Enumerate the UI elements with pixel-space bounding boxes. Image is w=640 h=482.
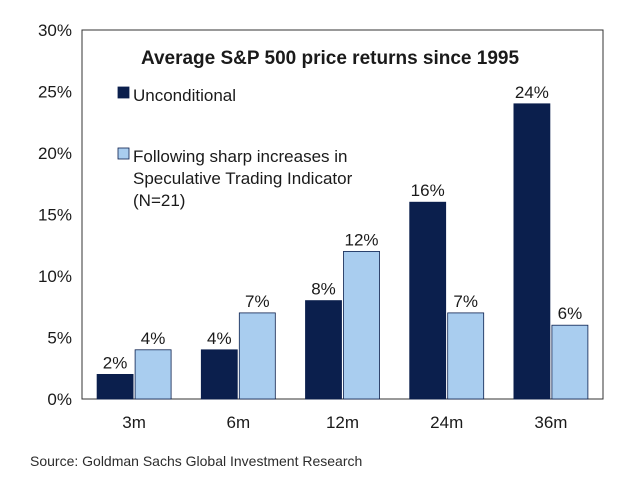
bar-following-increase [238,312,276,400]
y-axis: 0% 5% 10% 15% 20% 25% 30% [38,21,72,409]
y-tick-label: 10% [38,267,72,286]
y-tick-label: 5% [47,329,72,348]
legend-label: Following sharp increases in [133,147,348,166]
bar-following-increase [343,250,380,400]
data-label: 16% [411,181,445,200]
y-tick-label: 0% [47,390,72,409]
bar-unconditional [513,103,551,400]
source-note: Source: Goldman Sachs Global Investment … [30,453,363,469]
data-label: 12% [344,230,378,249]
y-tick-label: 15% [38,206,72,225]
bar-unconditional [200,349,238,400]
bar-unconditional [409,201,447,400]
data-label: 7% [453,292,478,311]
legend: Unconditional Following sharp increases i… [117,86,353,210]
x-tick-label: 6m [226,413,250,432]
bar-unconditional [96,373,134,400]
bar-following-increase [134,349,172,400]
y-tick-label: 30% [38,21,72,40]
x-tick-label: 12m [326,413,359,432]
x-tick-label: 36m [534,413,567,432]
legend-swatch-unconditional [117,86,130,99]
legend-label: (N=21) [133,191,185,210]
data-label: 4% [141,329,166,348]
y-tick-label: 20% [38,144,72,163]
bars: 2% 4% 4% 7% 8% 12% 16% 7% 24% 6% [96,83,589,400]
x-axis: 3m 6m 12m 24m 36m [122,413,567,432]
data-label: 8% [311,280,336,299]
x-tick-label: 24m [430,413,463,432]
data-label: 4% [207,329,232,348]
legend-swatch-following-increase [117,147,130,160]
legend-label: Speculative Trading Indicator [133,169,353,188]
plot-area-frame [81,29,604,400]
bar-unconditional [305,300,342,400]
x-tick-label: 3m [122,413,146,432]
data-label: 6% [558,304,583,323]
bar-following-increase [551,324,589,400]
data-label: 24% [515,83,549,102]
data-label: 7% [245,292,270,311]
legend-label: Unconditional [133,86,236,105]
data-label: 2% [103,353,128,372]
chart-title: Average S&P 500 price returns since 1995 [141,48,520,69]
y-tick-label: 25% [38,83,72,102]
bar-following-increase [447,312,485,400]
